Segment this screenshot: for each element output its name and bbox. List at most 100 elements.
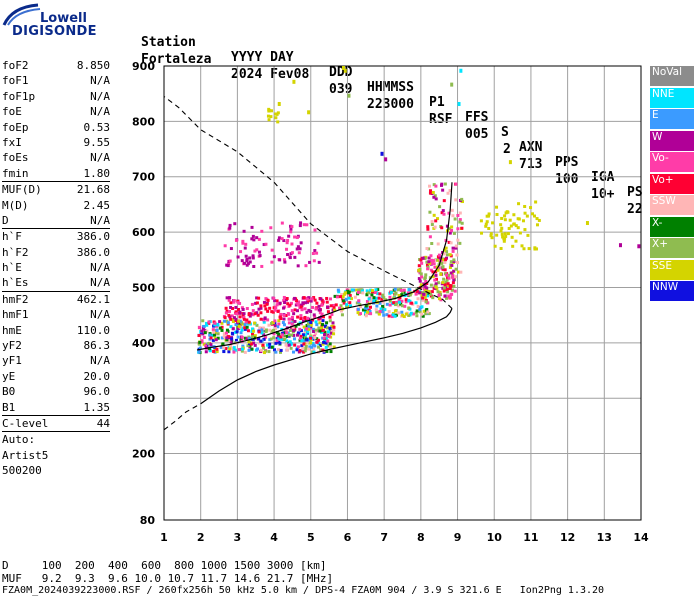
x-tick-label: 5 xyxy=(307,531,315,544)
echo-point xyxy=(435,265,439,269)
iga-value: 10+ xyxy=(591,187,615,202)
echo-point xyxy=(251,332,255,336)
echo-point xyxy=(227,313,231,317)
echo-point xyxy=(282,323,286,327)
echo-point xyxy=(424,312,428,316)
echo-point xyxy=(443,294,447,298)
echo-point xyxy=(454,244,458,248)
echo-point xyxy=(435,277,439,281)
echo-point xyxy=(453,217,457,221)
echo-point xyxy=(224,306,228,310)
echo-point xyxy=(357,288,361,292)
echo-point xyxy=(452,269,456,273)
echo-point xyxy=(328,297,332,301)
echo-point xyxy=(331,308,335,312)
echo-point xyxy=(272,332,276,336)
echo-point xyxy=(255,323,259,327)
echo-point xyxy=(264,242,268,246)
echo-point xyxy=(400,291,404,295)
echo-point xyxy=(434,197,438,201)
echo-point xyxy=(348,301,352,305)
echo-point xyxy=(320,312,324,316)
param-name: B0 xyxy=(2,385,16,399)
echo-point xyxy=(220,321,224,325)
param-row: C-level 44 xyxy=(2,416,110,433)
echo-point xyxy=(332,303,336,307)
x-tick-label: 14 xyxy=(633,531,649,544)
echo-point xyxy=(273,324,277,328)
profile-extrapolation-top xyxy=(163,96,453,309)
echo-point xyxy=(237,319,241,323)
echo-point xyxy=(234,338,238,342)
echo-point xyxy=(518,231,522,235)
echo-point xyxy=(242,316,246,320)
echo-point xyxy=(204,350,208,354)
echo-point xyxy=(361,308,365,312)
echo-point xyxy=(450,225,454,229)
echo-point xyxy=(414,311,418,315)
param-name: yE xyxy=(2,369,16,383)
echo-point xyxy=(302,350,306,354)
digisonde-swoosh-icon xyxy=(2,3,41,26)
echo-point xyxy=(433,265,437,269)
echo-point xyxy=(514,239,518,243)
echo-point xyxy=(359,312,363,316)
param-name: C-level xyxy=(2,416,49,430)
echo-point xyxy=(269,226,273,230)
echo-point xyxy=(304,333,308,337)
echo-point xyxy=(304,264,308,268)
echo-point xyxy=(447,294,451,298)
echo-point xyxy=(296,345,300,349)
echo-point xyxy=(350,288,354,292)
echo-point xyxy=(431,270,435,274)
echo-point xyxy=(326,339,330,343)
echo-point xyxy=(321,323,325,327)
echo-point xyxy=(266,309,270,313)
echo-point xyxy=(452,278,456,282)
echo-point xyxy=(365,313,369,317)
echo-point xyxy=(247,340,251,344)
echo-point xyxy=(269,337,273,341)
echo-point xyxy=(317,326,321,330)
ps-label: PS xyxy=(627,185,643,200)
param-value: 462.1 xyxy=(76,292,110,306)
echo-point xyxy=(303,307,307,311)
param-name: h`Es xyxy=(2,276,29,290)
echo-point xyxy=(304,344,308,348)
echo-point xyxy=(443,283,447,287)
echo-point xyxy=(227,309,231,313)
echo-point xyxy=(324,341,328,345)
echo-point xyxy=(504,234,508,238)
echo-point xyxy=(341,295,345,299)
echo-point xyxy=(445,278,449,282)
echo-point xyxy=(449,241,453,245)
echo-point xyxy=(245,318,249,322)
echo-point xyxy=(215,350,219,354)
echo-point xyxy=(456,213,460,217)
echo-point xyxy=(225,331,229,335)
echo-point xyxy=(255,248,259,252)
echo-point xyxy=(243,327,247,331)
echo-point xyxy=(516,226,520,230)
echo-point xyxy=(446,284,450,288)
echo-point xyxy=(239,250,243,254)
param-row: foF1p N/A xyxy=(2,89,110,104)
param-value: 386.0 xyxy=(76,230,110,244)
echo-point xyxy=(288,256,292,260)
echo-point xyxy=(266,114,270,118)
ddd-value: 039 xyxy=(329,82,353,97)
echo-point xyxy=(338,295,342,299)
echo-point xyxy=(431,259,435,263)
echo-point xyxy=(293,296,297,300)
echo-point xyxy=(205,329,209,333)
x-tick-label: 6 xyxy=(344,531,352,544)
echo-point xyxy=(232,299,236,303)
echo-point xyxy=(381,310,385,314)
echo-point xyxy=(445,250,449,254)
echo-point xyxy=(444,246,448,250)
echo-point xyxy=(337,290,341,294)
echo-point xyxy=(211,328,215,332)
param-name: B1 xyxy=(2,400,16,414)
echo-point xyxy=(381,304,385,308)
s-value: 2 xyxy=(503,142,511,157)
